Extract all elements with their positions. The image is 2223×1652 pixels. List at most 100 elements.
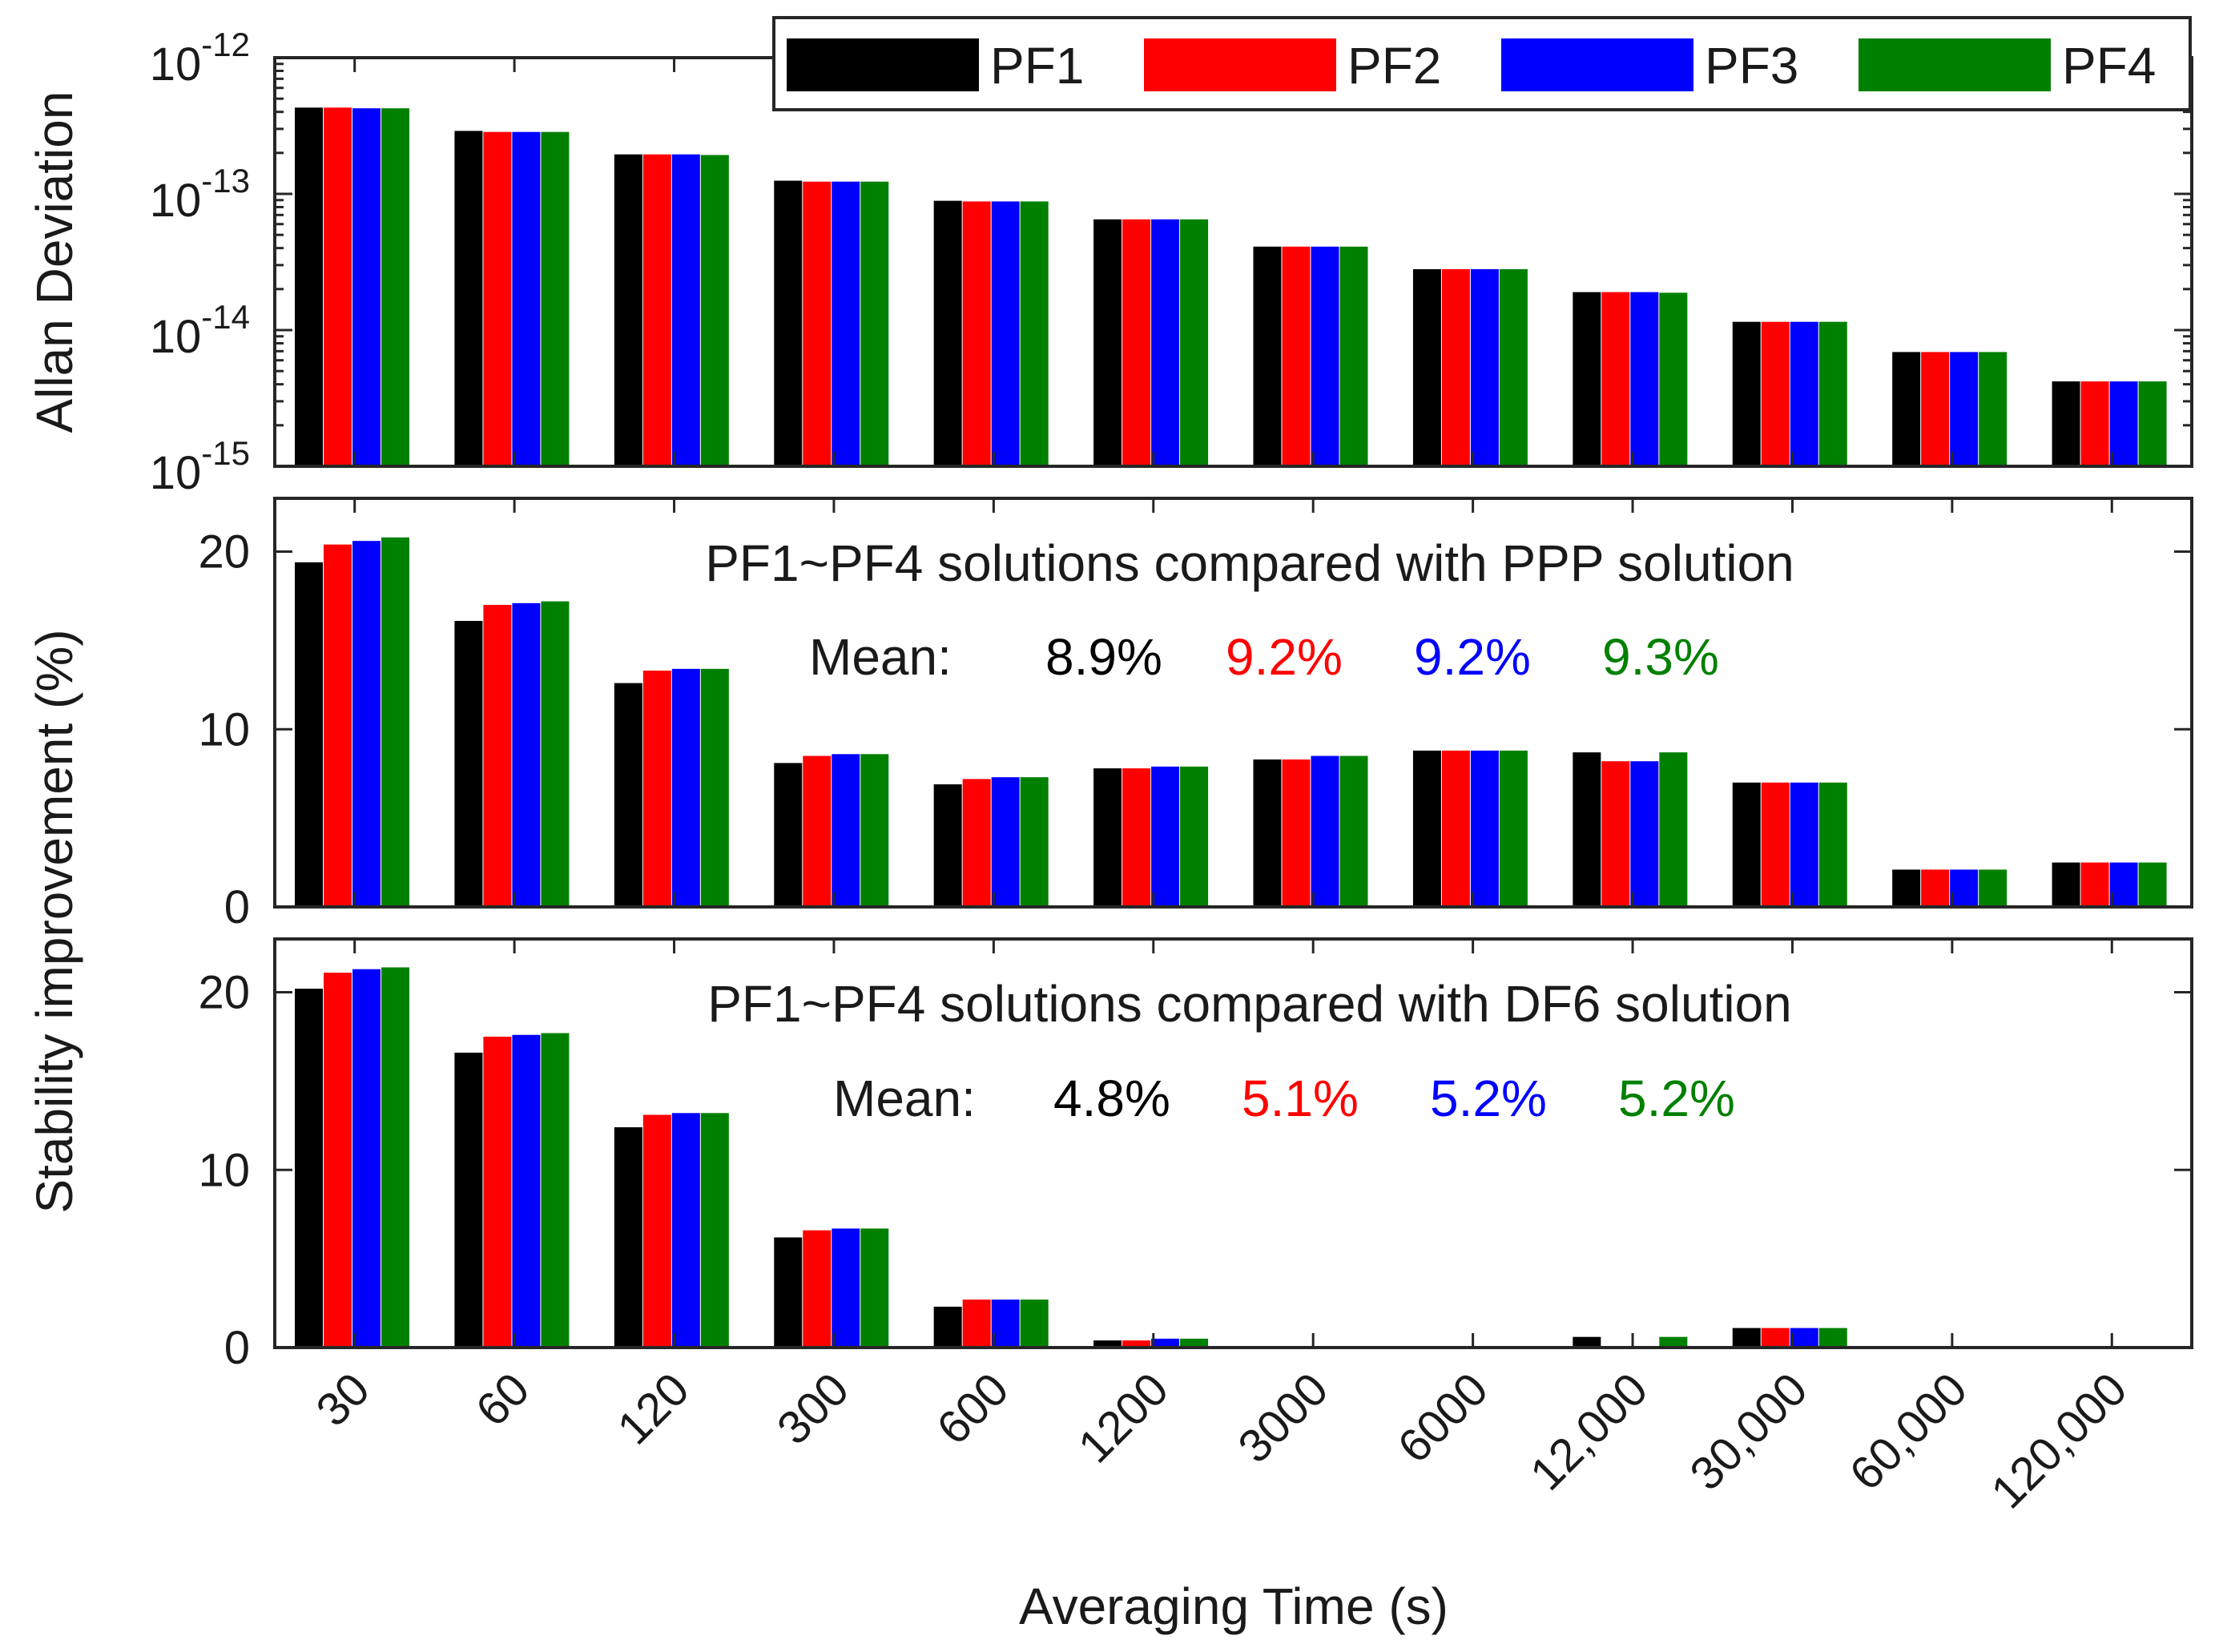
bar-top-pf3-120 [671,154,700,466]
bar-middle-pf4-1200 [1180,766,1209,907]
bar-top-pf2-60 [483,131,512,466]
bar-bottom-pf3-30 [352,969,381,1348]
bar-middle-pf2-60000 [1921,869,1950,907]
bar-bottom-pf4-12000 [1659,1336,1688,1348]
bar-top-pf1-30000 [1732,321,1761,466]
bar-middle-pf3-30000 [1790,782,1818,907]
bar-top-pf1-12000 [1573,292,1601,466]
y-tick-label-1e-15: 10-15 [150,434,250,499]
bar-top-pf4-120000 [2138,381,2167,466]
bar-bottom-pf1-600 [933,1307,962,1348]
bar-middle-pf1-120 [614,683,642,907]
y-tick-label-0: 0 [224,881,250,933]
bar-middle-pf1-600 [933,784,962,907]
bar-top-pf3-60 [512,131,541,466]
bar-middle-pf4-3000 [1339,755,1368,907]
bar-middle-pf1-300 [774,763,803,907]
x-tick-label-12000: 12,000 [1520,1363,1657,1500]
ppp-mean-pf2: 9.2% [1226,628,1343,686]
ppp-mean-pf1: 8.9% [1045,628,1162,686]
bar-top-pf2-120000 [2080,381,2109,466]
bar-bottom-pf1-300 [774,1237,803,1348]
df6-mean-pf1: 4.8% [1053,1070,1170,1127]
bar-top-pf2-6000 [1441,268,1470,466]
bar-middle-pf2-60 [483,605,512,907]
bar-bottom-pf2-60 [483,1036,512,1348]
bar-top-pf3-30 [352,108,381,466]
bar-middle-pf4-12000 [1659,752,1688,907]
x-tick-label-1200: 1200 [1069,1363,1178,1473]
bar-top-pf3-6000 [1470,268,1499,466]
bar-top-pf3-3000 [1311,246,1339,466]
bar-top-pf3-120000 [2109,381,2138,466]
bar-middle-pf1-30 [295,562,323,907]
bar-top-pf3-1200 [1151,219,1180,466]
y-tick-label-1e-14: 10-14 [150,298,250,363]
y-tick-label-20: 20 [198,967,250,1019]
bar-middle-pf3-12000 [1630,761,1659,907]
bar-top-pf4-12000 [1659,292,1688,466]
bar-middle-pf4-60 [541,601,570,907]
bar-middle-pf2-30000 [1761,782,1790,907]
bar-middle-pf1-60000 [1892,869,1921,907]
legend-swatch-pf3 [1501,38,1693,91]
bar-middle-pf3-120000 [2109,862,2138,907]
bar-top-pf1-1200 [1093,219,1122,466]
bar-middle-pf1-30000 [1732,782,1761,907]
bar-bottom-pf4-1200 [1180,1338,1209,1348]
ppp-mean-pf3: 9.2% [1414,628,1531,686]
bar-bottom-pf1-120 [614,1127,642,1348]
df6-mean-line: Mean: 4.8% 5.1% 5.2% 5.2% [833,1070,1735,1127]
df6-mean-pf3: 5.2% [1430,1070,1547,1127]
bar-top-pf1-60000 [1892,352,1921,466]
bar-top-pf1-3000 [1253,246,1282,466]
df6-mean-pf4: 5.2% [1618,1070,1735,1127]
legend: PF1 PF2 PF3 PF4 [772,16,2192,111]
bar-bottom-pf4-300 [860,1228,889,1348]
bar-top-pf2-3000 [1282,246,1311,466]
bar-top-pf2-300 [803,181,832,466]
bar-middle-pf1-60 [454,621,483,907]
bar-top-pf4-1200 [1180,219,1209,466]
bar-top-pf1-30 [295,107,323,466]
bar-top-pf4-300 [860,181,889,466]
bar-middle-pf4-300 [860,754,889,907]
y-tick-label-10: 10 [198,703,250,755]
ppp-mean-label: Mean: [809,628,952,686]
bar-middle-pf2-300 [803,755,832,907]
bar-middle-pf1-120000 [2052,862,2080,907]
bar-top-pf4-60 [541,131,570,466]
y-tick-label-10: 10 [198,1144,250,1196]
allan-deviation-y-label: Allan Deviation [26,91,83,433]
bar-top-pf4-3000 [1339,246,1368,466]
x-tick-label-30: 30 [306,1363,380,1436]
bar-bottom-pf4-30000 [1818,1328,1847,1348]
allan-deviation-panel: 10-12 10-13 10-14 10-15 Allan Deviation PF1… [26,16,2193,499]
bar-bottom-pf2-120 [642,1114,671,1348]
bar-middle-pf4-600 [1020,777,1049,907]
bar-middle-pf1-3000 [1253,759,1282,907]
x-tick-label-300: 300 [767,1363,859,1454]
x-tick-label-120000: 120,000 [1981,1363,2136,1518]
y-tick-label-1e-13: 10-13 [150,162,250,227]
bar-middle-pf4-30000 [1818,782,1847,907]
bar-middle-pf4-120000 [2138,862,2167,907]
ppp-mean-line: Mean: 8.9% 9.2% 9.2% 9.3% [809,628,1719,686]
bar-bottom-pf4-600 [1020,1299,1049,1348]
ppp-improvement-panel: 0 10 20 PF1~PF4 solutions compared with PP… [198,497,2193,933]
bar-bottom-pf1-60 [454,1052,483,1348]
bar-bottom-pf4-120 [700,1113,729,1348]
bar-bottom-pf4-60 [541,1033,570,1348]
bar-top-pf4-30000 [1818,321,1847,466]
bar-bottom-pf3-120 [671,1113,700,1348]
x-axis-label: Averaging Time (s) [1019,1577,1448,1635]
legend-swatch-pf1 [787,38,979,91]
bar-middle-pf3-30 [352,541,381,907]
x-tick-label-60: 60 [466,1363,540,1436]
df6-comparison-title: PF1~PF4 solutions compared with DF6 solu… [707,975,1792,1033]
bar-middle-pf4-120 [700,668,729,907]
bar-top-pf2-1200 [1122,219,1151,466]
bar-middle-pf4-60000 [1979,869,2008,907]
bar-top-pf3-600 [991,201,1020,467]
bar-top-pf2-600 [962,201,991,467]
